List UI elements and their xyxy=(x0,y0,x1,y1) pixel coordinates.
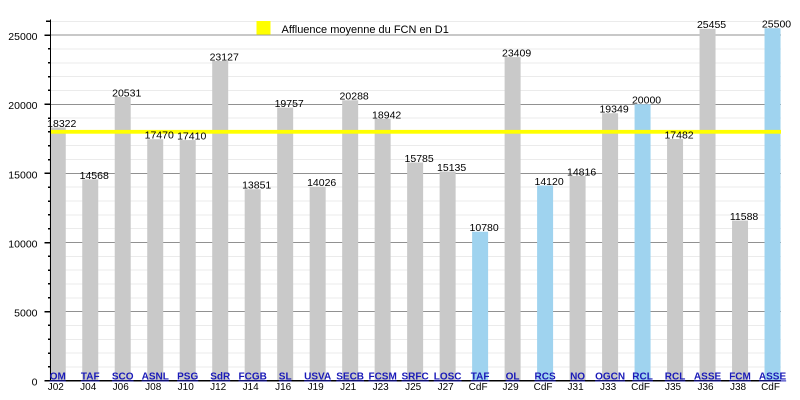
svg-text:PSG: PSG xyxy=(177,371,198,382)
svg-text:10000: 10000 xyxy=(8,238,37,250)
svg-text:20531: 20531 xyxy=(112,87,141,99)
svg-text:10780: 10780 xyxy=(470,222,499,234)
svg-text:25455: 25455 xyxy=(697,19,726,31)
svg-text:CdF: CdF xyxy=(534,382,553,393)
svg-text:J38: J38 xyxy=(730,382,747,393)
svg-text:18322: 18322 xyxy=(47,118,76,130)
svg-text:23409: 23409 xyxy=(502,48,531,60)
svg-text:J04: J04 xyxy=(80,382,97,393)
svg-text:RCL: RCL xyxy=(632,371,653,382)
svg-text:J21: J21 xyxy=(340,382,357,393)
svg-text:15135: 15135 xyxy=(437,162,466,174)
svg-text:J25: J25 xyxy=(405,382,422,393)
svg-text:SCO: SCO xyxy=(112,371,134,382)
svg-text:13851: 13851 xyxy=(242,180,271,192)
svg-text:25500: 25500 xyxy=(762,19,791,31)
svg-text:J31: J31 xyxy=(568,382,585,393)
svg-text:J14: J14 xyxy=(243,382,260,393)
svg-text:14568: 14568 xyxy=(80,170,109,182)
svg-text:ASNL: ASNL xyxy=(142,371,169,382)
svg-text:14026: 14026 xyxy=(307,177,336,189)
svg-text:20000: 20000 xyxy=(632,95,661,107)
svg-text:SL: SL xyxy=(279,371,292,382)
svg-text:SECB: SECB xyxy=(336,371,364,382)
svg-text:LOSC: LOSC xyxy=(434,371,462,382)
svg-text:19349: 19349 xyxy=(599,104,628,116)
svg-text:OM: OM xyxy=(50,371,66,382)
svg-text:20000: 20000 xyxy=(8,100,37,112)
svg-text:TAF: TAF xyxy=(471,371,490,382)
svg-text:20288: 20288 xyxy=(340,91,369,103)
svg-text:J19: J19 xyxy=(308,382,325,393)
svg-text:CdF: CdF xyxy=(631,382,650,393)
svg-text:14120: 14120 xyxy=(534,176,563,188)
svg-text:CdF: CdF xyxy=(761,382,780,393)
svg-text:J02: J02 xyxy=(48,382,65,393)
svg-text:23127: 23127 xyxy=(210,51,239,63)
svg-text:15785: 15785 xyxy=(405,153,434,165)
svg-text:FCGB: FCGB xyxy=(239,371,267,382)
svg-text:J08: J08 xyxy=(145,382,162,393)
svg-text:15000: 15000 xyxy=(8,169,37,181)
svg-text:SdR: SdR xyxy=(210,371,231,382)
svg-text:RCS: RCS xyxy=(535,371,556,382)
svg-text:TAF: TAF xyxy=(81,371,100,382)
svg-text:17470: 17470 xyxy=(145,130,174,142)
svg-text:J10: J10 xyxy=(178,382,195,393)
svg-text:19757: 19757 xyxy=(275,98,304,110)
svg-text:USVA: USVA xyxy=(304,371,331,382)
svg-text:J29: J29 xyxy=(503,382,520,393)
svg-text:J06: J06 xyxy=(113,382,130,393)
svg-text:J27: J27 xyxy=(438,382,455,393)
svg-text:FCM: FCM xyxy=(729,371,751,382)
svg-text:18942: 18942 xyxy=(372,109,401,121)
svg-text:25000: 25000 xyxy=(8,31,37,43)
svg-text:J16: J16 xyxy=(275,382,292,393)
svg-text:17410: 17410 xyxy=(177,130,206,142)
svg-text:J35: J35 xyxy=(665,382,682,393)
svg-text:14816: 14816 xyxy=(567,166,596,178)
svg-text:ASSE: ASSE xyxy=(759,371,787,382)
svg-text:CdF: CdF xyxy=(469,382,488,393)
svg-text:J33: J33 xyxy=(600,382,617,393)
svg-text:RCL: RCL xyxy=(665,371,686,382)
svg-text:0: 0 xyxy=(32,377,38,389)
svg-text:5000: 5000 xyxy=(14,308,38,320)
svg-text:OL: OL xyxy=(506,371,520,382)
svg-text:J23: J23 xyxy=(373,382,390,393)
svg-text:17482: 17482 xyxy=(664,129,693,141)
svg-text:SRFC: SRFC xyxy=(402,371,429,382)
svg-text:ASSE: ASSE xyxy=(694,371,722,382)
svg-text:FCSM: FCSM xyxy=(368,371,396,382)
svg-text:J36: J36 xyxy=(697,382,714,393)
svg-text:J12: J12 xyxy=(210,382,227,393)
svg-text:NO: NO xyxy=(570,371,585,382)
svg-text:Affluence moyenne du FCN en D1: Affluence moyenne du FCN en D1 xyxy=(282,24,449,36)
svg-text:OGCN: OGCN xyxy=(595,371,625,382)
svg-text:11588: 11588 xyxy=(730,211,759,223)
